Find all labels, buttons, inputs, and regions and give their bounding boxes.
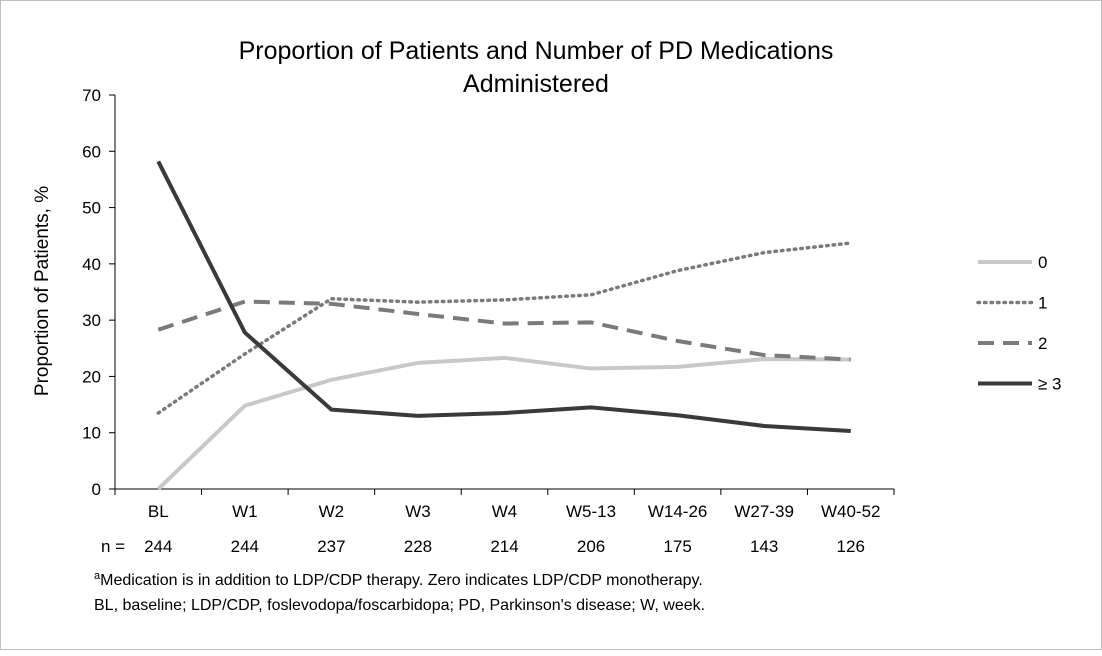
series-lines — [158, 161, 850, 489]
n-value: 175 — [663, 537, 691, 556]
footnote-line-2: BL, baseline; LDP/CDP, foslevodopa/fosca… — [94, 597, 705, 614]
legend-label: ≥ 3 — [1038, 375, 1062, 394]
y-tick-label: 20 — [82, 367, 101, 386]
y-axis-label: Proportion of Patients, % — [32, 186, 53, 396]
y-tick-label: 30 — [82, 311, 101, 330]
n-value: 244 — [144, 537, 172, 556]
x-tick-label: W3 — [405, 502, 431, 521]
n-value: 214 — [490, 537, 518, 556]
footnote: aMedication is in addition to LDP/CDP th… — [94, 570, 705, 614]
x-tick-label: W1 — [232, 502, 258, 521]
x-tick-label: W2 — [319, 502, 345, 521]
y-tick-label: 50 — [82, 199, 101, 218]
y-tick-label: 60 — [82, 142, 101, 161]
series-line-1 — [158, 243, 850, 413]
y-tick-label: 70 — [82, 86, 101, 105]
n-row: n = 244 244 237 228 214 206 175 143 126 — [101, 537, 865, 556]
x-tick-label: W40-52 — [821, 502, 881, 521]
n-value: 244 — [231, 537, 259, 556]
x-tick-label: W4 — [492, 502, 518, 521]
legend-label: 2 — [1038, 334, 1047, 353]
x-tick-label: W27-39 — [734, 502, 794, 521]
footnote-text-1: Medication is in addition to LDP/CDP the… — [100, 572, 703, 589]
legend: 0 1 2 ≥ 3 — [978, 253, 1062, 394]
y-tick-labels: 0 10 20 30 40 50 60 70 — [82, 86, 101, 499]
y-tick-label: 0 — [92, 480, 101, 499]
n-value: 143 — [750, 537, 778, 556]
series-line-2 — [158, 302, 850, 360]
chart-title-line-1: Proportion of Patients and Number of PD … — [239, 37, 834, 65]
n-value: 126 — [837, 537, 865, 556]
y-tick-label: 40 — [82, 255, 101, 274]
n-value: 206 — [577, 537, 605, 556]
x-tick-label: W5-13 — [566, 502, 616, 521]
n-value: 237 — [317, 537, 345, 556]
x-tick-labels: BL W1 W2 W3 W4 W5-13 W14-26 W27-39 W40-52 — [148, 502, 881, 521]
legend-label: 0 — [1038, 253, 1047, 272]
chart-title-line-2: Administered — [463, 70, 609, 98]
footnote-line-1: aMedication is in addition to LDP/CDP th… — [94, 570, 703, 589]
series-line-3 — [158, 161, 850, 431]
x-tick-label: BL — [148, 502, 169, 521]
legend-label: 1 — [1038, 294, 1047, 313]
y-tick-label: 10 — [82, 424, 101, 443]
x-tick-label: W14-26 — [648, 502, 708, 521]
n-label: n = — [101, 537, 125, 556]
n-value: 228 — [404, 537, 432, 556]
